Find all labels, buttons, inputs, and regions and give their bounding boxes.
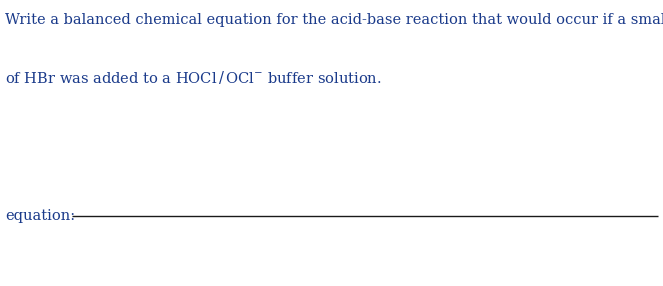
Text: equation:: equation: xyxy=(5,209,76,223)
Text: Write a balanced chemical equation for the acid-base reaction that would occur i: Write a balanced chemical equation for t… xyxy=(5,13,663,27)
Text: of HBr was added to a HOCl$\,/\,$OCl$^{-}$ buffer solution.: of HBr was added to a HOCl$\,/\,$OCl$^{-… xyxy=(5,69,382,86)
